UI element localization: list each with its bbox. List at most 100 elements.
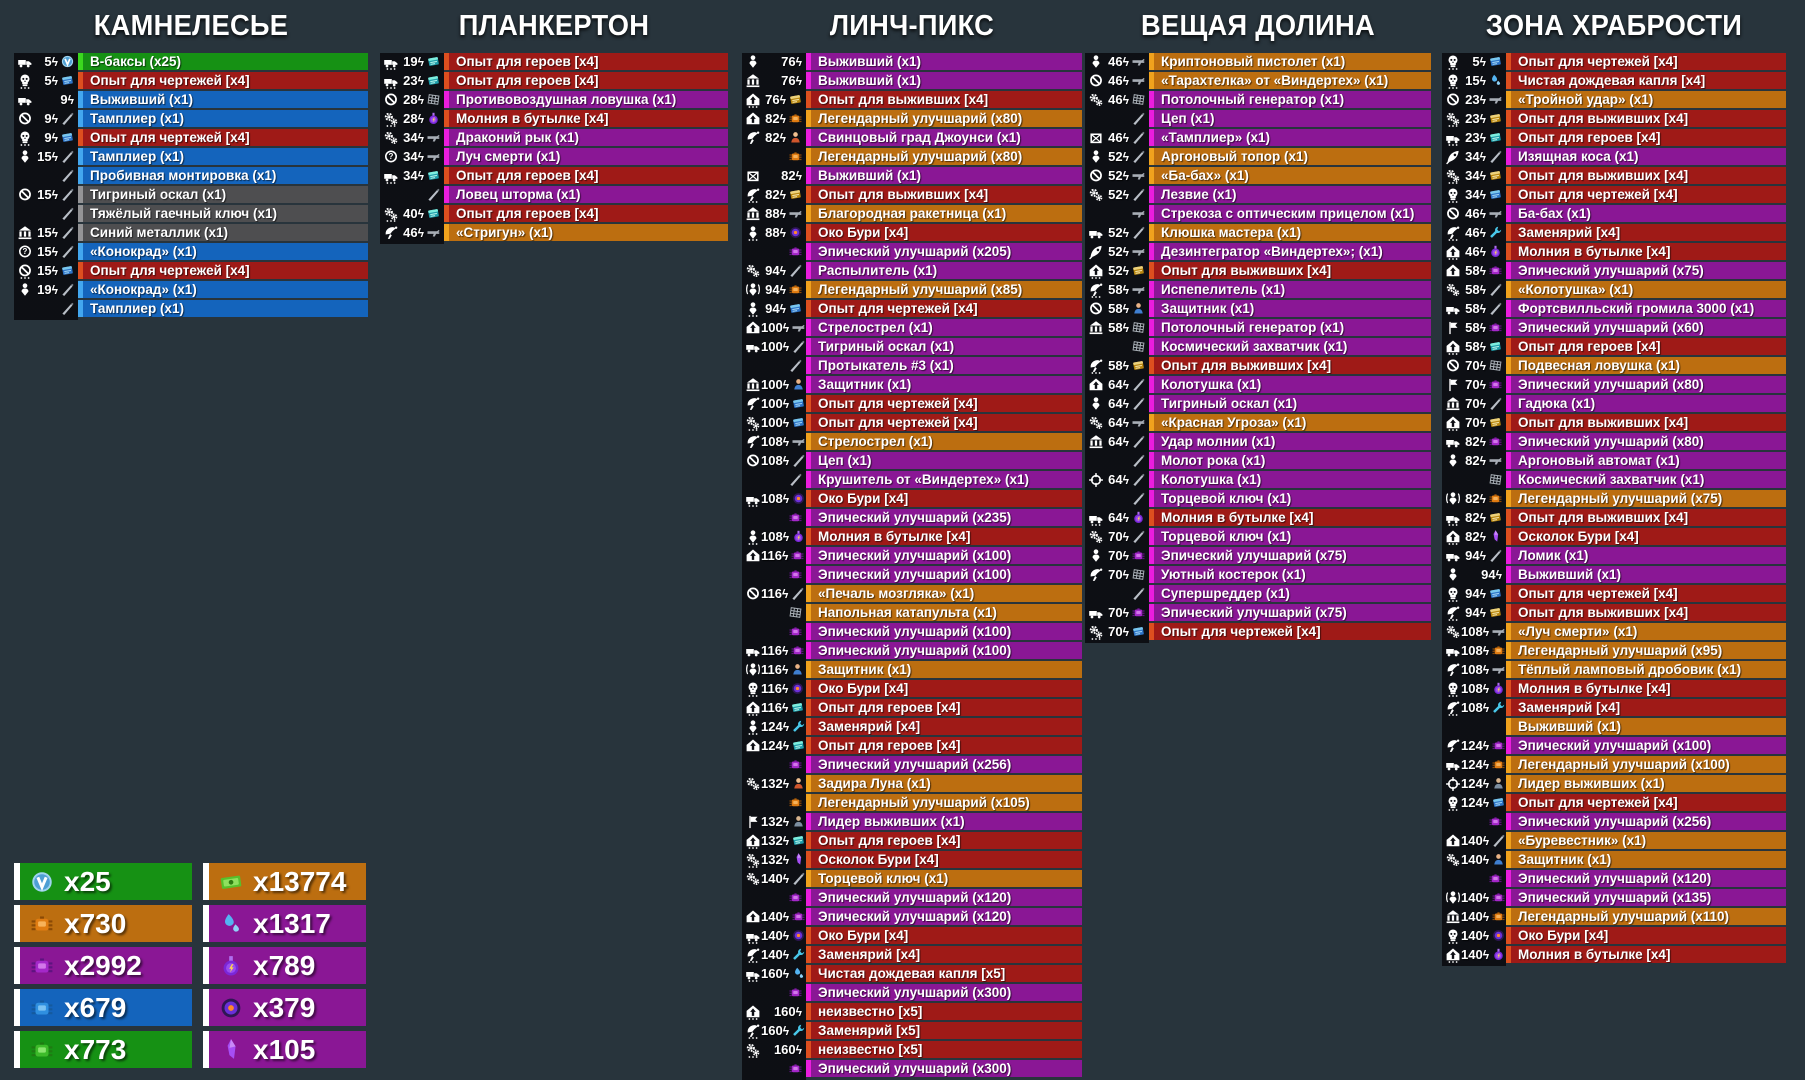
weapon-icon	[1488, 206, 1503, 221]
reward-line: 108 ϟ Легендарный улучшарий (x95)	[1442, 642, 1786, 659]
mission-meta: 82 ϟ	[1442, 528, 1506, 545]
mission-gears-icon	[383, 111, 399, 127]
reward-label: Легендарный улучшарий (x105)	[818, 795, 1030, 810]
lightning-bolt-icon: ϟ	[781, 700, 789, 715]
summary-item: x679	[14, 989, 192, 1026]
heroxp-icon	[1488, 339, 1503, 354]
melee-icon	[1131, 529, 1146, 544]
power-level: 19 ϟ	[403, 54, 424, 69]
reward-label: Опыт для чертежей [x4]	[818, 396, 978, 411]
mission-meta: 82 ϟ	[742, 129, 806, 146]
reward-label: Осколок Бури [x4]	[818, 852, 939, 867]
lightning-bolt-icon: ϟ	[1122, 377, 1129, 392]
reward-line: 5 ϟ Опыт для чертежей [x4]	[1442, 53, 1786, 70]
power-level: 46 ϟ	[1108, 54, 1129, 69]
reward-line: 58 ϟ «Колотушка» (x1)	[1442, 281, 1786, 298]
orb-icon	[791, 491, 806, 506]
reward-line: Стрекоза с оптическим прицелом (x1)	[1085, 205, 1431, 222]
mission-entry: 124 ϟ Опыт для героев [x4] Эпический улучша…	[742, 737, 1082, 773]
melee-icon	[1131, 472, 1146, 487]
reward-bar: Заменярий [x4]	[1506, 224, 1786, 241]
power-level: 108 ϟ	[761, 453, 790, 468]
mission-shield-icon	[1088, 320, 1104, 336]
lightning-bolt-icon: ϟ	[1482, 757, 1490, 772]
power-level: 94 ϟ	[765, 263, 786, 278]
reward-bar: Удар молнии (x1)	[1149, 433, 1431, 450]
mission-skull-icon	[1445, 187, 1461, 203]
melee-icon	[1131, 111, 1146, 126]
power-level: 15 ϟ	[37, 149, 58, 164]
mission-meta: 100 ϟ	[742, 395, 806, 412]
mission-entry: 124 ϟ Лидер выживших (x1)	[1442, 775, 1786, 792]
reward-bar: Защитник (x1)	[1149, 300, 1431, 317]
perkup-purple-icon	[788, 510, 803, 525]
mission-radar-icon	[1445, 738, 1461, 754]
reward-label: Выживший (x1)	[818, 73, 922, 88]
reward-bar: Эпический улучшарий (x80)	[1506, 433, 1786, 450]
lightning-bolt-icon: ϟ	[51, 263, 58, 278]
reward-bar: Опыт для выживших [x4]	[806, 186, 1082, 203]
reward-label: неизвестно [x5]	[818, 1042, 923, 1057]
mission-entry: 140 ϟ Легендарный улучшарий (x110)	[1442, 908, 1786, 925]
power-level: 70 ϟ	[1108, 567, 1129, 582]
mission-meta	[742, 604, 806, 621]
lightning-bolt-icon: ϟ	[1479, 54, 1486, 69]
defender-icon	[1491, 852, 1506, 867]
mission-meta: 82 ϟ	[1442, 452, 1506, 469]
mission-entry: 46 ϟ «Тамплиер» (x1)	[1085, 129, 1431, 146]
melee-icon	[1491, 833, 1506, 848]
reward-bar: Лидер выживших (x1)	[806, 813, 1082, 830]
mission-house-icon	[1445, 339, 1461, 355]
mission-radar-icon	[745, 1023, 761, 1039]
mission-rocket-icon	[1088, 244, 1104, 260]
reward-bar: Молния в бутылке [x4]	[1506, 243, 1786, 260]
reward-line: 100 ϟ Опыт для чертежей [x4]	[742, 395, 1082, 412]
power-level: 52 ϟ	[1108, 244, 1129, 259]
defender-icon	[1131, 301, 1146, 316]
reward-bar: «Красная Угроза» (x1)	[1149, 414, 1431, 431]
reward-line: 28 ϟ Молния в бутылке [x4]	[380, 110, 728, 127]
perkup-purple-icon	[788, 985, 803, 1000]
mission-radar-icon	[1088, 282, 1104, 298]
melee-icon	[788, 472, 803, 487]
reward-label: Опыт для чертежей [x4]	[1518, 54, 1678, 69]
mission-entry: 108 ϟ Молния в бутылке [x4]	[1442, 680, 1786, 697]
reward-list: 19 ϟ Опыт для героев [x4] 23 ϟ Опыт для герое…	[380, 53, 728, 244]
reward-line: 124 ϟ Опыт для чертежей [x4]	[1442, 794, 1786, 811]
power-level: 34 ϟ	[403, 168, 424, 183]
lightning-bolt-icon: ϟ	[417, 54, 424, 69]
mission-entry: 9 ϟ Тамплиер (x1)	[14, 110, 368, 127]
mission-meta	[742, 509, 806, 526]
lightning-bolt-icon: ϟ	[1479, 548, 1486, 563]
mission-meta: 108 ϟ	[1442, 699, 1506, 716]
lightning-bolt-icon: ϟ	[1479, 263, 1486, 278]
mission-skull-icon	[1445, 54, 1461, 70]
lightning-bolt-icon: ϟ	[1479, 282, 1486, 297]
mission-nosym-icon	[17, 187, 33, 203]
summary-column: x25 x730 x2992 x679 x773	[14, 863, 192, 1068]
lightning-bolt-icon: ϟ	[795, 1004, 802, 1019]
reward-bar: Ба-бах (x1)	[1506, 205, 1786, 222]
melee-icon	[60, 282, 75, 297]
mission-meta: 58 ϟ	[1442, 300, 1506, 317]
reward-line: 116 ϟ Око Бури [x4]	[742, 680, 1082, 697]
reward-line: Ловец шторма (x1)	[380, 186, 728, 203]
mission-entry: 52 ϟ Лезвие (x1) Стрекоза с оптическим приц…	[1085, 186, 1431, 222]
reward-line: 5 ϟ Опыт для чертежей [x4]	[14, 72, 368, 89]
lightning-bolt-icon: ϟ	[1482, 852, 1490, 867]
mission-shield-icon	[745, 206, 761, 222]
lightning-bolt-icon: ϟ	[1479, 320, 1486, 335]
reward-label: Эпический улучшарий (x75)	[1518, 263, 1704, 278]
reward-bar: Опыт для героев [x4]	[806, 699, 1082, 716]
mission-gears-icon	[745, 1042, 761, 1058]
melee-icon	[791, 871, 806, 886]
reward-line: 140 ϟ Молния в бутылке [x4]	[1442, 946, 1786, 963]
power-level: 82 ϟ	[765, 130, 786, 145]
lightning-bolt-icon: ϟ	[1479, 149, 1486, 164]
reward-line: 124 ϟ Эпический улучшарий (x100)	[1442, 737, 1786, 754]
reward-line: 140 ϟ Око Бури [x4]	[742, 927, 1082, 944]
mission-entry: 88 ϟ Благородная ракетница (x1)	[742, 205, 1082, 222]
mission-house-icon	[1445, 263, 1461, 279]
perkup-purple-icon	[790, 548, 805, 563]
mission-house-icon	[745, 700, 761, 716]
